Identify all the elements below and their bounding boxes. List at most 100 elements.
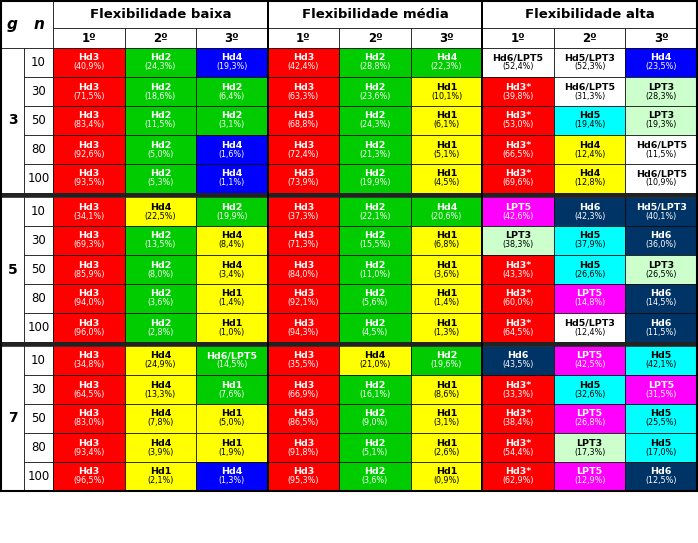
Text: 3º: 3º [439, 31, 454, 45]
Text: Hd2: Hd2 [364, 203, 386, 212]
Text: (23,5%): (23,5%) [646, 62, 677, 72]
Text: (8,0%): (8,0%) [147, 269, 174, 279]
Bar [53, 313, 124, 342]
Text: (52,4%): (52,4%) [503, 62, 534, 72]
Text: Hd3: Hd3 [78, 83, 99, 92]
Bar [24, 106, 53, 135]
Bar [339, 106, 411, 135]
Bar [124, 255, 196, 284]
Bar [196, 226, 267, 255]
Text: 1º: 1º [296, 31, 311, 45]
Text: (5,3%): (5,3%) [147, 179, 174, 187]
Text: (95,3%): (95,3%) [288, 477, 319, 485]
Text: (39,8%): (39,8%) [503, 92, 534, 100]
Text: (12,9%): (12,9%) [574, 477, 605, 485]
Bar [482, 1, 697, 28]
Text: Hd4: Hd4 [436, 54, 457, 62]
Text: (3,6%): (3,6%) [147, 299, 174, 307]
Text: Hd4: Hd4 [221, 54, 243, 62]
Text: (96,0%): (96,0%) [73, 327, 105, 337]
Text: (72,4%): (72,4%) [288, 149, 319, 159]
Bar [482, 346, 554, 375]
Bar [267, 28, 269, 491]
Text: Hd3: Hd3 [78, 351, 99, 361]
Text: 10: 10 [31, 205, 46, 218]
Text: (2,1%): (2,1%) [147, 477, 174, 485]
Bar [267, 226, 339, 255]
Bar [1, 193, 697, 197]
Text: Hd1: Hd1 [436, 319, 457, 327]
Bar [53, 404, 124, 433]
Text: Hd1: Hd1 [221, 289, 243, 299]
Bar [196, 135, 267, 164]
Text: Hd3: Hd3 [78, 231, 99, 241]
Text: (40,1%): (40,1%) [646, 212, 677, 220]
Text: LPT3: LPT3 [648, 111, 674, 121]
Text: Hd3*: Hd3* [505, 319, 531, 327]
Text: Hd6/LPT5: Hd6/LPT5 [207, 351, 258, 361]
Bar [196, 164, 267, 193]
Text: Hd5/LPT3: Hd5/LPT3 [564, 319, 615, 327]
Bar [482, 433, 554, 462]
Bar [53, 106, 124, 135]
Bar [339, 375, 411, 404]
Bar [482, 462, 554, 491]
Text: Hd3: Hd3 [293, 169, 314, 179]
Text: (32,6%): (32,6%) [574, 389, 605, 399]
Bar [124, 404, 196, 433]
Text: (1,4%): (1,4%) [433, 299, 460, 307]
Bar [411, 404, 482, 433]
Text: Hd1: Hd1 [436, 468, 457, 477]
Text: Hd3: Hd3 [78, 54, 99, 62]
Bar [53, 1, 267, 28]
Text: Hd4: Hd4 [221, 141, 243, 149]
Text: Hd2: Hd2 [364, 439, 386, 447]
Bar [339, 164, 411, 193]
Bar [267, 197, 339, 226]
Text: 3: 3 [8, 113, 17, 128]
Text: (1,1%): (1,1%) [218, 179, 245, 187]
Text: (11,0%): (11,0%) [359, 269, 391, 279]
Text: Hd3: Hd3 [78, 381, 99, 389]
Bar [411, 433, 482, 462]
Text: Hd2: Hd2 [149, 111, 171, 121]
Text: (4,5%): (4,5%) [433, 179, 460, 187]
Text: (0,9%): (0,9%) [433, 477, 460, 485]
Bar [482, 48, 554, 77]
Text: (42,4%): (42,4%) [288, 62, 319, 72]
Text: 10: 10 [31, 354, 46, 367]
Bar [554, 346, 625, 375]
Text: (19,9%): (19,9%) [216, 212, 248, 220]
Text: Hd5: Hd5 [651, 351, 672, 361]
Bar [124, 346, 196, 375]
Bar [625, 284, 697, 313]
Text: 50: 50 [31, 412, 46, 425]
Text: Hd2: Hd2 [149, 289, 171, 299]
Text: Hd3: Hd3 [293, 381, 314, 389]
Text: Hd2: Hd2 [364, 381, 386, 389]
Text: (92,1%): (92,1%) [288, 299, 319, 307]
Bar [482, 106, 554, 135]
Bar [267, 164, 339, 193]
Text: (2,6%): (2,6%) [433, 447, 460, 457]
Bar [196, 404, 267, 433]
Text: (94,3%): (94,3%) [288, 327, 319, 337]
Text: (19,6%): (19,6%) [431, 361, 462, 369]
Text: 5: 5 [8, 262, 17, 276]
Text: (42,6%): (42,6%) [503, 212, 534, 220]
Text: (6,1%): (6,1%) [433, 121, 460, 129]
Text: (13,5%): (13,5%) [144, 241, 176, 249]
Bar [339, 462, 411, 491]
Text: LPT3: LPT3 [577, 439, 603, 447]
Bar [1, 1, 53, 48]
Text: (28,3%): (28,3%) [646, 92, 677, 100]
Bar [482, 197, 554, 226]
Bar [267, 1, 269, 48]
Text: Hd5: Hd5 [651, 439, 672, 447]
Text: (3,1%): (3,1%) [433, 419, 460, 427]
Bar [196, 462, 267, 491]
Text: Hd3: Hd3 [293, 319, 314, 327]
Bar [196, 284, 267, 313]
Bar [482, 28, 554, 48]
Bar [339, 404, 411, 433]
